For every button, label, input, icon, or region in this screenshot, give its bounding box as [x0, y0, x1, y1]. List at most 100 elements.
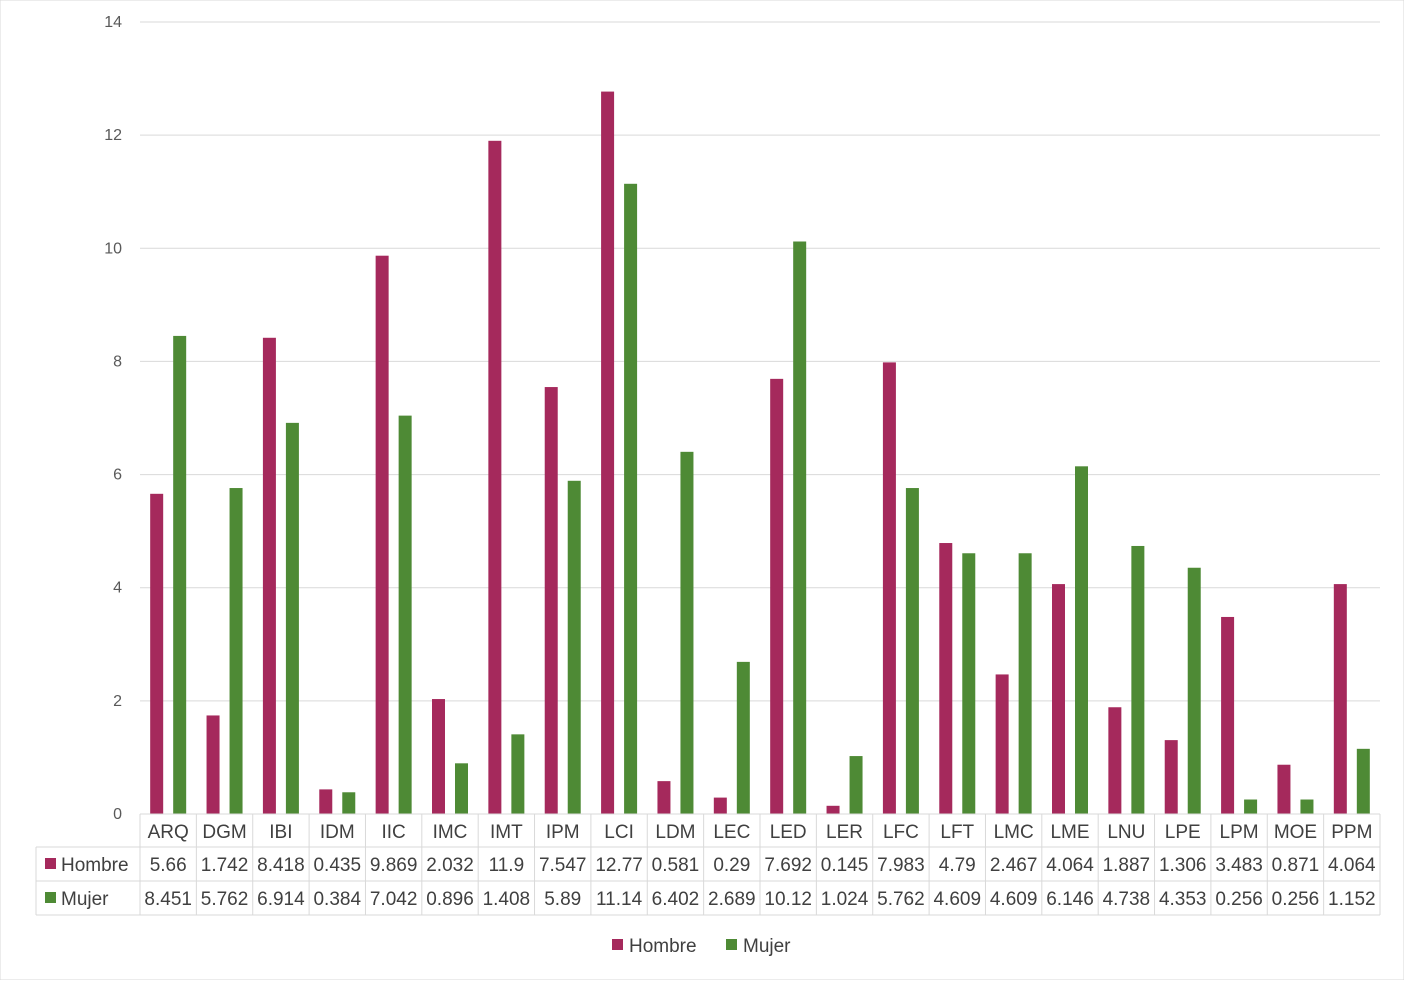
data-label: 0.435	[313, 855, 361, 876]
table-legend-key-mujer	[45, 892, 56, 903]
data-label: 5.89	[544, 889, 581, 910]
category-label: LFC	[883, 822, 919, 843]
bar-hombre-lci	[601, 91, 615, 814]
data-label: 4.353	[1159, 889, 1207, 910]
data-label: 6.914	[257, 889, 305, 910]
y-tick-label: 8	[113, 353, 122, 370]
bar-mujer-ppm	[1356, 748, 1370, 814]
bar-mujer-lci	[624, 183, 638, 814]
bar-hombre-moe	[1277, 764, 1291, 814]
category-label: LFT	[940, 822, 974, 843]
data-label: 2.467	[990, 855, 1038, 876]
y-tick-label: 6	[113, 467, 122, 484]
data-label: 7.042	[370, 889, 418, 910]
data-label: 0.896	[426, 889, 474, 910]
data-label: 1.152	[1328, 889, 1376, 910]
bar-mujer-ler	[849, 756, 863, 814]
data-label: 3.483	[1215, 855, 1263, 876]
category-label: LNU	[1107, 822, 1145, 843]
bar-mujer-ipm	[567, 480, 581, 814]
y-tick-label: 14	[104, 14, 122, 31]
data-label: 1.024	[821, 889, 869, 910]
data-label: 5.66	[150, 855, 187, 876]
data-label: 0.256	[1272, 889, 1320, 910]
y-tick-label: 12	[104, 127, 122, 144]
data-label: 0.384	[313, 889, 361, 910]
bar-mujer-lec	[736, 661, 750, 814]
bar-hombre-dgm	[206, 715, 220, 814]
category-label: LEC	[713, 822, 750, 843]
data-label: 0.581	[652, 855, 700, 876]
y-tick-label: 2	[113, 693, 122, 710]
bar-hombre-ibi	[262, 337, 276, 814]
legend: Hombre Mujer	[612, 936, 791, 957]
data-label: 1.408	[483, 889, 531, 910]
data-label: 11.9	[489, 855, 525, 876]
data-label: 5.762	[201, 889, 249, 910]
category-label: LCI	[604, 822, 634, 843]
data-label: 7.547	[539, 855, 587, 876]
bar-mujer-lpe	[1187, 567, 1201, 814]
category-label: LPM	[1220, 822, 1259, 843]
bar-hombre-imt	[488, 140, 502, 815]
bar-hombre-led	[770, 378, 784, 814]
bar-hombre-idm	[319, 789, 333, 814]
bar-mujer-lpm	[1244, 799, 1258, 814]
bar-mujer-lnu	[1131, 545, 1145, 814]
y-axis-ticks: 0 2 4 6 8 10 12 14	[104, 14, 122, 823]
data-label: 4.064	[1046, 855, 1094, 876]
data-label: 4.79	[939, 855, 976, 876]
data-label: 4.609	[990, 889, 1038, 910]
bars	[150, 91, 1370, 815]
table-legend-key-hombre	[45, 858, 56, 869]
bar-mujer-imt	[511, 734, 525, 814]
category-label: IPM	[546, 822, 580, 843]
bar-hombre-ppm	[1333, 584, 1347, 814]
data-label: 0.145	[821, 855, 869, 876]
bar-hombre-lft	[939, 543, 953, 814]
category-label: IIC	[381, 822, 405, 843]
data-label: 6.146	[1046, 889, 1094, 910]
bar-hombre-iic	[375, 255, 389, 814]
data-label: 5.762	[877, 889, 925, 910]
data-label: 0.29	[713, 855, 750, 876]
data-label: 12.77	[595, 855, 643, 876]
data-label: 4.609	[933, 889, 981, 910]
bar-hombre-lmc	[995, 674, 1009, 814]
category-label: LMC	[994, 822, 1034, 843]
bar-mujer-lfc	[905, 488, 919, 814]
category-label: LER	[826, 822, 863, 843]
bar-hombre-arq	[150, 493, 164, 814]
category-label: IDM	[320, 822, 355, 843]
bar-hombre-imc	[432, 699, 445, 814]
data-table: ARQ DGM IBI IDM IIC IMC IMT IPM LCI LDM LEC LED LER L…	[35, 813, 1381, 916]
gridlines	[140, 21, 1380, 702]
bar-mujer-led	[793, 241, 807, 815]
data-label: 8.418	[257, 855, 305, 876]
data-label: 11.14	[596, 889, 643, 910]
data-label: 0.256	[1215, 889, 1263, 910]
category-label: LDM	[655, 822, 695, 843]
bar-mujer-lme	[1075, 466, 1088, 814]
bar-hombre-ler	[826, 805, 840, 814]
table-row-label: Hombre	[61, 855, 129, 876]
category-label: ARQ	[148, 822, 189, 843]
category-label: DGM	[202, 822, 246, 843]
bar-hombre-ipm	[544, 387, 558, 814]
data-label: 4.738	[1103, 889, 1151, 910]
data-label: 1.887	[1103, 855, 1151, 876]
category-label: MOE	[1274, 822, 1317, 843]
bar-mujer-ldm	[680, 451, 694, 814]
data-label: 7.983	[877, 855, 925, 876]
y-tick-label: 4	[113, 580, 122, 597]
bar-mujer-dgm	[229, 488, 243, 814]
bar-mujer-imc	[455, 763, 468, 814]
bar-hombre-lpe	[1164, 740, 1178, 814]
bar-mujer-arq	[173, 335, 187, 814]
category-label: LME	[1050, 822, 1089, 843]
bar-mujer-ibi	[285, 422, 299, 814]
data-label: 4.064	[1328, 855, 1376, 876]
bar-hombre-lnu	[1108, 707, 1122, 814]
